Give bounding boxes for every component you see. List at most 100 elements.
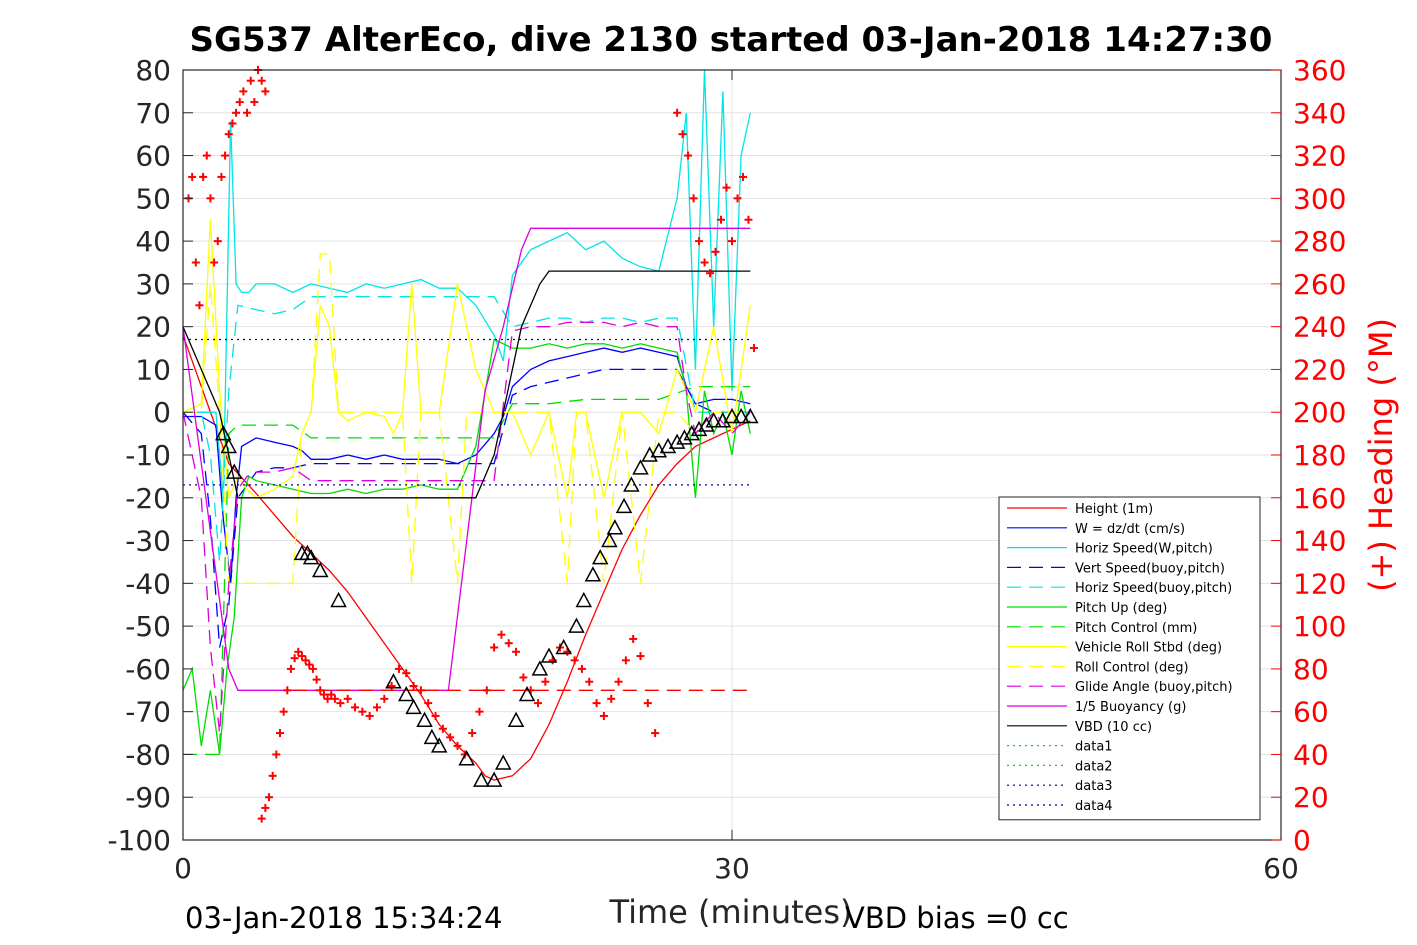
heading-point [722,183,731,192]
heading-point [380,694,389,703]
vbd-marker [299,544,316,561]
heading-point [570,656,579,665]
heading-point [519,673,528,682]
legend-label: data1 [1075,740,1113,755]
y2-tick-label: 60 [1293,696,1329,729]
heading-point [733,194,742,203]
axis-layer: 0 30 60-100-90-80-70-60-50-40-30-20-100102… [107,54,1346,885]
heading-point [695,237,704,246]
heading-point [706,269,715,278]
legend-label: Horiz Speed(W,pitch) [1075,542,1213,557]
heading-point [232,108,241,117]
heading-point [749,344,758,353]
heading-point [372,703,381,712]
heading-point [268,771,277,780]
heading-point [272,750,281,759]
x-tick-label: 30 [714,852,750,885]
vbd-marker [385,673,402,689]
y2-tick-label: 40 [1293,738,1329,771]
y2-tick-label: 160 [1293,482,1346,515]
heading-point [689,194,698,203]
heading-point [283,686,292,695]
legend-label: Height (1m) [1075,502,1153,517]
heading-point [621,656,630,665]
heading-point [541,677,550,686]
vbd-marker [683,425,700,441]
vbd-marker [518,685,536,702]
vbd-marker [494,754,512,770]
heading-point [191,258,200,267]
heading-point [210,258,219,267]
y-tick-label: -90 [125,781,171,814]
heading-point [261,803,270,812]
y2-tick-label: 140 [1293,525,1346,558]
heading-point [614,677,623,686]
heading-point [250,98,259,107]
vbd-marker [584,566,602,582]
heading-point [599,711,608,720]
heading-point [394,664,403,673]
y-tick-label: -80 [125,738,171,771]
vbd-marker [540,647,558,663]
series-vbd [182,270,751,499]
y-tick-label: -20 [125,482,171,515]
heading-point [512,647,521,656]
heading-point [431,711,440,720]
footer-vbd-bias: VBD bias =0 cc [845,901,1069,935]
heading-point [700,258,709,267]
heading-point [738,172,747,181]
y2-tick-label: 340 [1293,97,1346,130]
y2-tick-label: 300 [1293,182,1346,215]
y-tick-label: -100 [107,824,171,857]
heading-point [221,151,230,160]
y2-tick-label: 100 [1293,610,1346,643]
vbd-marker [601,531,618,548]
heading-point [305,660,314,669]
vbd-marker [668,433,686,449]
footer-timestamp: 03-Jan-2018 15:34:24 [185,901,502,935]
heading-point [195,301,204,310]
y2-axis-label: (+) Heading (°M) [1362,318,1400,592]
heading-point [475,707,484,716]
vbd-marker [623,476,640,492]
heading-point [202,151,211,160]
series-w [183,347,751,584]
y2-tick-label: 240 [1293,311,1346,344]
y2-tick-label: 180 [1293,439,1346,472]
legend-label: data3 [1075,779,1113,794]
heading-point [279,707,288,716]
heading-layer [184,66,758,823]
heading-point [312,675,321,684]
legend-label: 1/5 Buoyancy (g) [1075,700,1186,715]
vbd-marker [732,407,750,424]
y-tick-label: -40 [125,567,171,600]
heading-point [497,630,506,639]
heading-point [402,669,411,678]
legend-label: Pitch Up (deg) [1075,601,1167,616]
vbd-marker [507,711,525,727]
y-tick-label: -60 [125,653,171,686]
vbd-marker [405,698,422,715]
vbd-marker [531,660,549,676]
marker-layer [215,407,759,787]
heading-point [482,686,491,695]
heading-point [678,130,687,139]
heading-point [243,108,252,117]
series-horiz_speed_buoy [183,296,751,562]
heading-point [246,76,255,85]
legend-box [998,496,1261,821]
heading-point [213,237,222,246]
vbd-marker [220,437,238,454]
heading-point [301,656,310,665]
heading-point [224,130,233,139]
vbd-marker [698,416,715,432]
heading-point [365,711,374,720]
heading-point [261,87,270,96]
vbd-marker [742,407,759,424]
heading-point [673,108,682,117]
heading-point [438,724,447,733]
heading-point [206,194,215,203]
heading-point [629,634,638,643]
y-tick-label: 30 [135,268,171,301]
